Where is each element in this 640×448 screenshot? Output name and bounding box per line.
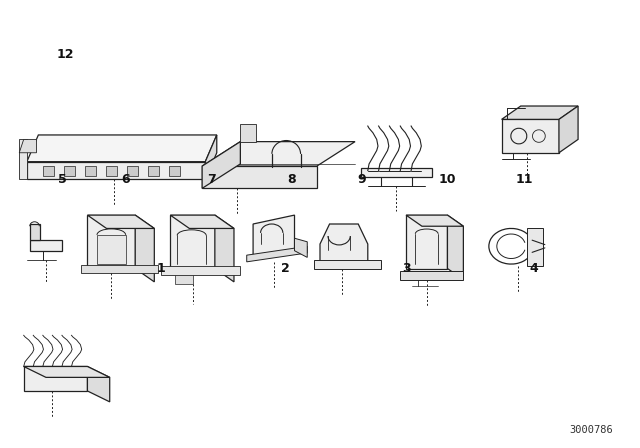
Polygon shape	[406, 215, 463, 226]
Text: 3000786: 3000786	[570, 426, 613, 435]
Polygon shape	[30, 224, 40, 240]
Polygon shape	[64, 166, 76, 176]
Polygon shape	[241, 124, 256, 142]
Polygon shape	[527, 228, 543, 266]
Polygon shape	[97, 235, 125, 264]
Polygon shape	[127, 166, 138, 176]
Polygon shape	[85, 166, 97, 176]
Polygon shape	[502, 106, 578, 119]
Polygon shape	[202, 142, 355, 166]
Polygon shape	[294, 238, 307, 258]
Polygon shape	[205, 135, 217, 180]
Polygon shape	[88, 215, 135, 268]
Polygon shape	[19, 139, 27, 180]
Polygon shape	[169, 166, 180, 176]
Polygon shape	[88, 215, 154, 228]
Text: 2: 2	[280, 262, 289, 275]
Polygon shape	[170, 215, 215, 268]
Text: 4: 4	[529, 262, 538, 275]
Polygon shape	[24, 366, 109, 377]
Polygon shape	[19, 139, 36, 153]
Polygon shape	[175, 275, 193, 284]
Polygon shape	[253, 215, 294, 260]
Polygon shape	[135, 215, 154, 282]
Text: 6: 6	[122, 173, 130, 186]
Polygon shape	[362, 168, 431, 177]
Polygon shape	[30, 240, 62, 251]
Text: 8: 8	[287, 173, 296, 186]
Polygon shape	[170, 215, 234, 228]
Polygon shape	[88, 366, 109, 402]
Polygon shape	[24, 366, 88, 391]
Text: 11: 11	[515, 173, 532, 186]
Polygon shape	[559, 106, 578, 153]
Text: 10: 10	[438, 173, 456, 186]
Text: 9: 9	[357, 173, 365, 186]
Polygon shape	[148, 166, 159, 176]
Polygon shape	[314, 260, 381, 268]
Text: 1: 1	[156, 262, 165, 275]
Polygon shape	[81, 265, 157, 273]
Polygon shape	[202, 142, 241, 188]
Polygon shape	[43, 166, 54, 176]
Text: 12: 12	[56, 48, 74, 61]
Polygon shape	[27, 135, 217, 162]
Polygon shape	[202, 166, 317, 188]
Polygon shape	[246, 246, 307, 262]
Polygon shape	[106, 166, 117, 176]
Text: 7: 7	[207, 173, 216, 186]
Polygon shape	[215, 215, 234, 282]
Text: 5: 5	[58, 173, 67, 186]
Polygon shape	[406, 215, 447, 268]
Polygon shape	[27, 162, 205, 180]
Text: 3: 3	[402, 262, 410, 275]
Polygon shape	[161, 266, 241, 275]
Polygon shape	[502, 119, 559, 153]
Polygon shape	[447, 215, 463, 280]
Polygon shape	[399, 271, 463, 280]
Polygon shape	[320, 224, 368, 264]
